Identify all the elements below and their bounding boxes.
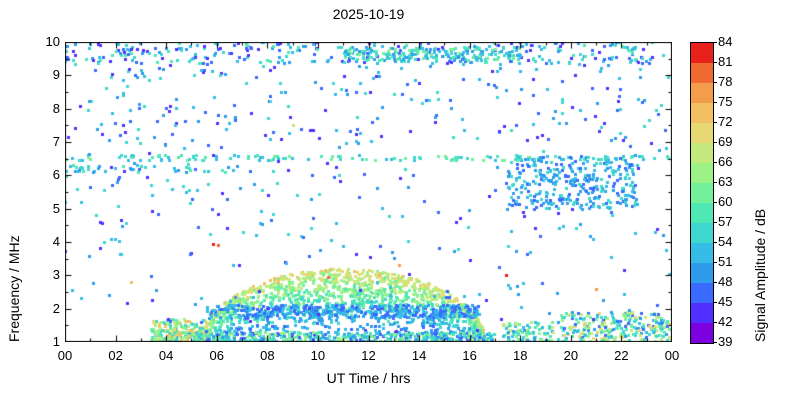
colorbar-band (691, 303, 713, 323)
colorbar-band (691, 143, 713, 163)
y-tick-label: 4 (52, 234, 60, 249)
colorbar-tick-mark (713, 82, 717, 83)
colorbar-tick-label: 84 (718, 34, 733, 49)
colorbar-band (691, 43, 713, 63)
colorbar-band (691, 83, 713, 103)
colorbar-tick-mark (713, 222, 717, 223)
y-tick-label: 3 (52, 267, 60, 283)
x-tick-label: 18 (513, 348, 528, 363)
chart-title: 2025-10-19 (332, 6, 405, 22)
colorbar-tick-mark (713, 182, 717, 183)
colorbar-band (691, 263, 713, 283)
colorbar-tick-label: 54 (718, 234, 733, 249)
colorbar-tick-mark (713, 282, 717, 283)
y-tick-label: 10 (45, 34, 60, 49)
y-tick-label: 2 (52, 300, 60, 316)
colorbar-tick-mark (713, 102, 717, 103)
colorbar-band (691, 203, 713, 223)
colorbar-band (691, 103, 713, 123)
x-tick-label: 20 (563, 348, 579, 363)
scatter-plot-canvas (65, 42, 672, 342)
x-tick-label: 12 (361, 348, 376, 363)
colorbar-tick-mark (713, 322, 717, 323)
colorbar-band (691, 163, 713, 183)
x-tick-label: 00 (664, 348, 680, 363)
colorbar-band (691, 123, 713, 143)
x-tick-label: 02 (108, 348, 123, 363)
x-axis-label: UT Time / hrs (326, 370, 411, 386)
x-tick-label: 04 (158, 348, 174, 363)
colorbar-tick-label: 39 (718, 334, 733, 349)
colorbar-tick-mark (713, 142, 717, 143)
colorbar-tick-label: 78 (718, 74, 733, 89)
y-axis-label: Frequency / MHz (6, 235, 22, 342)
x-tick-label: 14 (411, 348, 427, 363)
colorbar-tick-mark (713, 242, 717, 243)
y-tick-label: 8 (52, 100, 60, 116)
colorbar-band (691, 183, 713, 203)
colorbar-tick-mark (713, 342, 717, 343)
x-tick-label: 10 (310, 348, 326, 363)
colorbar-tick-label: 45 (718, 294, 733, 309)
colorbar-label: Signal Amplitude / dB (752, 208, 768, 342)
colorbar-tick-label: 66 (718, 154, 733, 169)
colorbar-band (691, 283, 713, 303)
colorbar-tick-label: 42 (718, 314, 733, 329)
colorbar-band (691, 223, 713, 243)
colorbar-tick-label: 72 (718, 114, 733, 129)
colorbar-tick-mark (713, 302, 717, 303)
x-tick-label: 22 (614, 348, 629, 363)
colorbar-tick-label: 81 (718, 54, 733, 69)
y-tick-label: 7 (52, 134, 60, 149)
colorbar-tick-label: 48 (718, 274, 733, 289)
colorbar-tick-mark (713, 202, 717, 203)
colorbar-tick-label: 75 (718, 94, 733, 109)
y-tick-label: 5 (52, 200, 60, 216)
colorbar-tick-mark (713, 62, 717, 63)
colorbar (690, 42, 714, 344)
x-tick-label: 16 (462, 348, 477, 363)
colorbar-tick-label: 63 (718, 174, 733, 189)
colorbar-tick-label: 51 (718, 254, 733, 269)
y-tick-label: 1 (52, 334, 60, 349)
colorbar-tick-mark (713, 122, 717, 123)
y-tick-label: 6 (52, 167, 60, 183)
colorbar-band (691, 63, 713, 83)
colorbar-tick-mark (713, 42, 717, 43)
colorbar-band (691, 323, 713, 343)
colorbar-tick-label: 69 (718, 134, 733, 149)
x-tick-label: 08 (260, 348, 275, 363)
colorbar-tick-label: 57 (718, 214, 733, 229)
colorbar-tick-mark (713, 262, 717, 263)
y-tick-label: 9 (52, 67, 60, 83)
colorbar-tick-label: 60 (718, 194, 733, 209)
colorbar-tick-mark (713, 162, 717, 163)
x-tick-label: 00 (57, 348, 73, 363)
x-tick-label: 06 (209, 348, 224, 363)
colorbar-band (691, 243, 713, 263)
